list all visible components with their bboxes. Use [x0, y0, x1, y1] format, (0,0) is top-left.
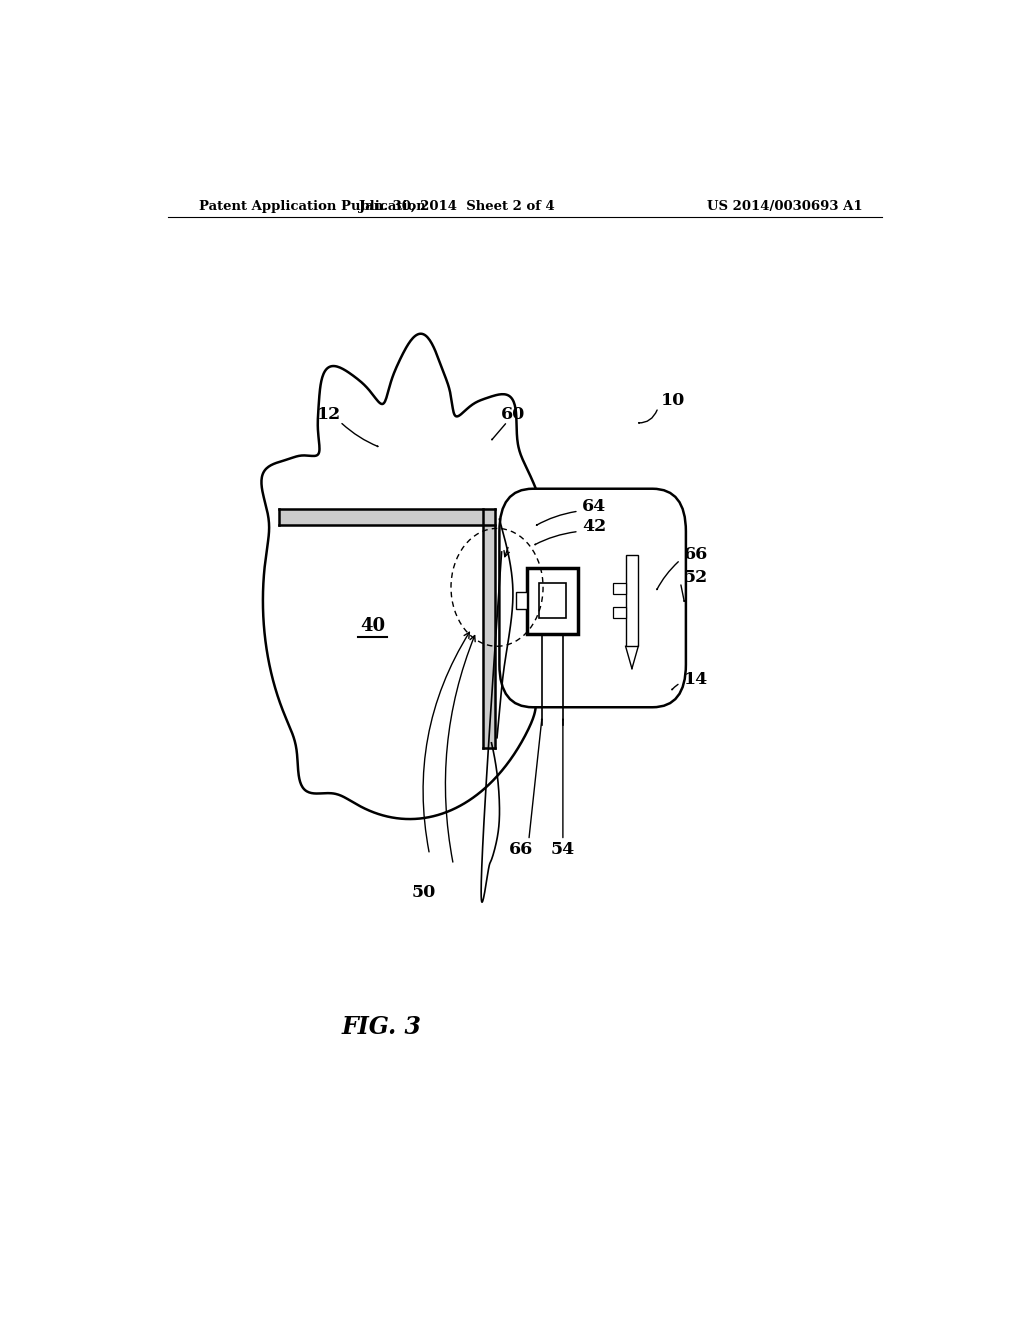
Text: Patent Application Publication: Patent Application Publication [200, 199, 426, 213]
FancyArrowPatch shape [672, 684, 678, 689]
Bar [613, 607, 626, 618]
Text: 66: 66 [684, 546, 708, 564]
FancyArrowPatch shape [535, 532, 577, 545]
FancyArrowPatch shape [342, 424, 378, 446]
FancyArrowPatch shape [657, 562, 678, 590]
Text: 12: 12 [316, 407, 341, 422]
Text: 64: 64 [582, 498, 606, 515]
FancyArrowPatch shape [639, 411, 657, 424]
Bar [526, 568, 579, 634]
Text: 14: 14 [684, 672, 708, 688]
FancyArrowPatch shape [681, 585, 684, 602]
Bar [540, 583, 566, 618]
Bar [516, 593, 526, 609]
Text: 10: 10 [662, 392, 686, 409]
Text: 50: 50 [412, 884, 436, 900]
FancyBboxPatch shape [500, 488, 686, 708]
Text: 54: 54 [551, 841, 575, 858]
Text: 66: 66 [509, 841, 532, 858]
FancyArrowPatch shape [529, 719, 542, 838]
FancyArrowPatch shape [537, 512, 577, 525]
Text: 40: 40 [359, 616, 385, 635]
Text: Jan. 30, 2014  Sheet 2 of 4: Jan. 30, 2014 Sheet 2 of 4 [359, 199, 555, 213]
Text: US 2014/0030693 A1: US 2014/0030693 A1 [708, 199, 863, 213]
Bar [626, 554, 638, 647]
Text: 60: 60 [501, 407, 525, 422]
Text: 52: 52 [684, 569, 708, 586]
FancyArrowPatch shape [492, 424, 506, 440]
Text: 42: 42 [582, 517, 606, 535]
Bar [613, 582, 626, 594]
Text: FIG. 3: FIG. 3 [342, 1015, 422, 1039]
